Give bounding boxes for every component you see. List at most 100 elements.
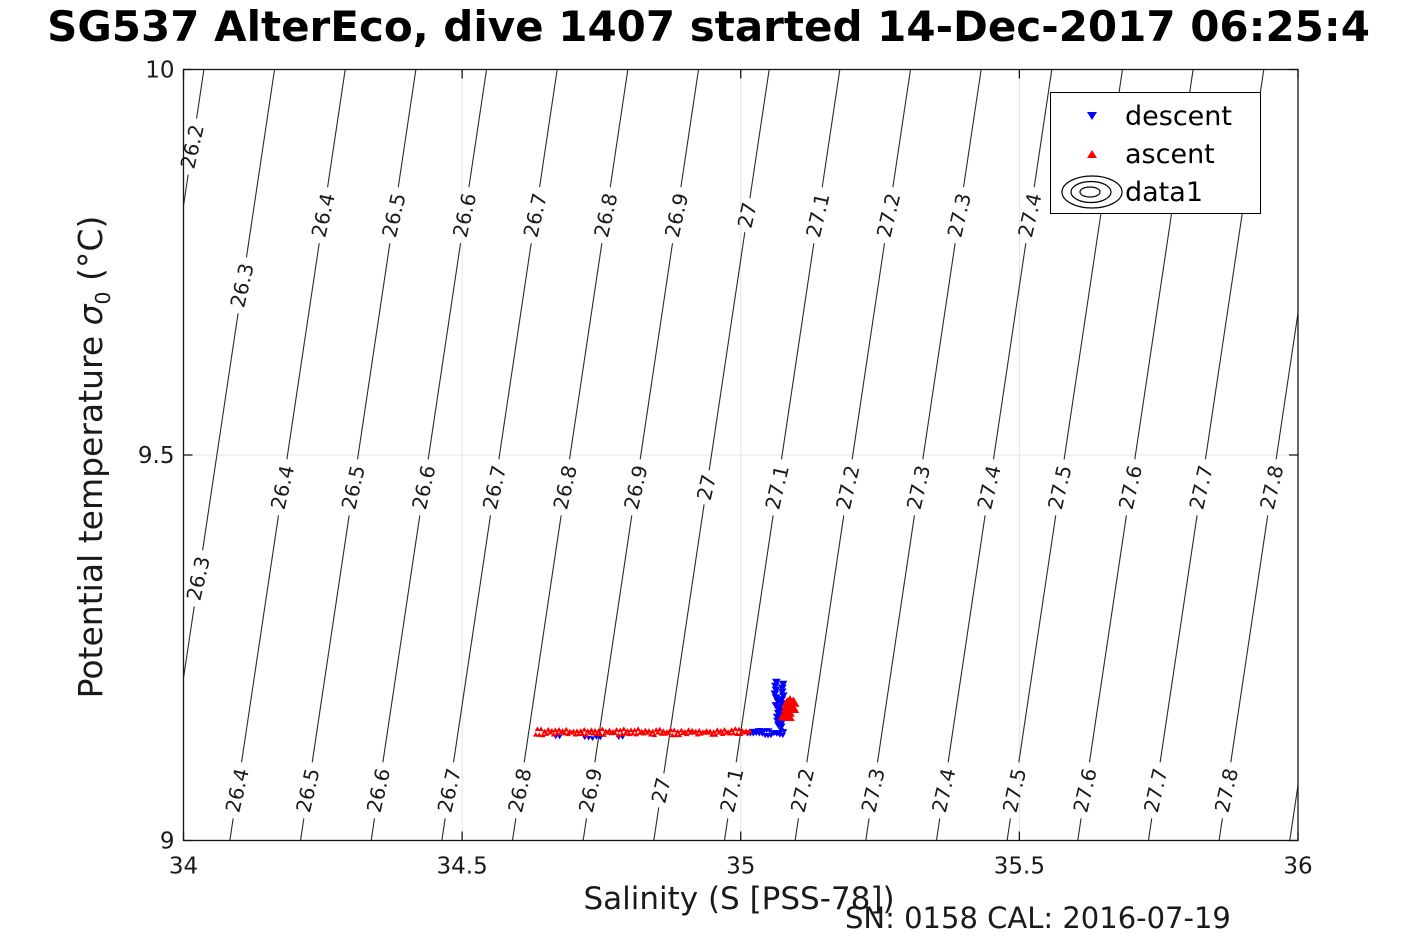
contour-label: 26.9 [619,463,652,512]
data-marker [635,726,641,732]
data-marker [588,727,595,733]
data-marker [777,700,787,708]
contour-label: 27.2 [786,766,819,815]
data-marker [778,680,788,689]
data-marker [667,727,674,732]
tick-labels: 34 34.5 35 35.5 36 9 9.5 10 [138,58,1313,880]
data-marker [676,732,683,738]
data-marker [532,731,539,737]
data-marker [538,726,544,732]
data-marker [778,692,788,700]
data-marker [710,729,717,734]
contour-label: 26.8 [548,463,581,512]
contour-label: 26.6 [448,191,481,240]
data-marker [709,732,715,737]
contour-label: 27.6 [1114,463,1147,512]
data-marker [656,726,663,732]
data-marker [613,727,620,732]
data-marker [619,735,626,740]
contour-icon [1059,174,1125,210]
data-marker [770,690,780,698]
contour-label: 27.7 [1139,766,1172,815]
data-marker [574,728,580,734]
contour-label: 26.9 [660,191,693,240]
data-marker [781,729,788,735]
data-marker [732,726,739,731]
contour-label: 26.3 [182,554,215,603]
plot-box [182,68,1299,842]
contour-label: 27.4 [972,463,1005,512]
data-marker [730,730,737,736]
data-marker [545,727,552,732]
data-marker [707,728,713,734]
data-marker [633,731,640,737]
data-marker [777,696,787,704]
data-marker [646,728,652,733]
legend-item-data1: data1 [1051,173,1260,211]
y-tick-label: 9.5 [138,443,175,469]
data-marker [583,732,589,737]
data-marker [665,730,672,735]
data-marker [622,730,629,736]
contour-label: 27.1 [801,191,834,240]
data-marker [777,688,787,696]
data-marker [556,726,562,732]
contour-label: 27.8 [1255,463,1288,512]
triangle-up-icon [1059,146,1125,162]
data-marker [576,731,582,737]
data-marker [782,701,796,712]
data-marker [673,732,679,738]
data-marker [712,732,719,737]
contour-label: 26.8 [503,766,536,815]
contour-label: 27.3 [942,191,975,240]
contour-label: 26.4 [220,766,253,815]
contour-label: 26.7 [518,191,551,240]
contour-label: 27 [733,200,762,230]
contour-label: 26.5 [336,463,369,512]
data-marker [696,727,703,733]
series-ascent [532,695,800,738]
contour-label: 26.5 [377,191,410,240]
data-marker [621,726,627,732]
data-marker [674,728,681,734]
data-marker [577,728,584,733]
contour-label: 27.6 [1068,766,1101,815]
legend-label: data1 [1125,176,1203,208]
legend-item-descent: descent [1051,97,1260,135]
contour-label: 26.7 [432,766,465,815]
data-marker [590,730,597,736]
data-marker [683,731,690,737]
x-axis-label: Salinity (S [PSS-78]) [583,881,895,917]
y-tick-label: 9 [160,829,175,855]
data-marker [589,736,596,742]
data-marker [561,730,568,736]
data-marker [585,735,592,741]
contour-label: 26.8 [589,191,622,240]
data-marker [736,726,742,732]
x-tick-label: 35 [726,854,755,880]
contour-label: 27.1 [760,463,793,512]
data-marker [599,726,606,732]
data-marker [597,731,604,737]
data-marker [771,702,781,710]
legend-item-ascent: ascent [1051,135,1260,173]
data-marker [629,730,636,736]
data-marker [734,731,740,737]
contour-label: 26.6 [362,766,395,815]
data-marker [649,728,656,734]
contour-labels: 26.2 26.3 26.3 26.4 26.4 26.4 26.5 26.5 26.5 26.6… [175,122,1288,815]
contour-label: 27.5 [998,766,1031,815]
contour-label: 26.4 [307,191,340,240]
contour-label: 27 [692,472,721,502]
data-marker [647,731,654,737]
data-marker [771,686,781,694]
data-marker [543,731,550,736]
figure-title: SG537 AlterEco, dive 1407 started 14-Dec… [47,2,1370,51]
contour-label: 27.4 [927,766,960,815]
contour-label: 26.5 [291,766,324,815]
contour-label: 26.3 [225,261,258,310]
data-marker [606,727,613,733]
data-marker [651,732,658,738]
data-marker [556,734,563,740]
